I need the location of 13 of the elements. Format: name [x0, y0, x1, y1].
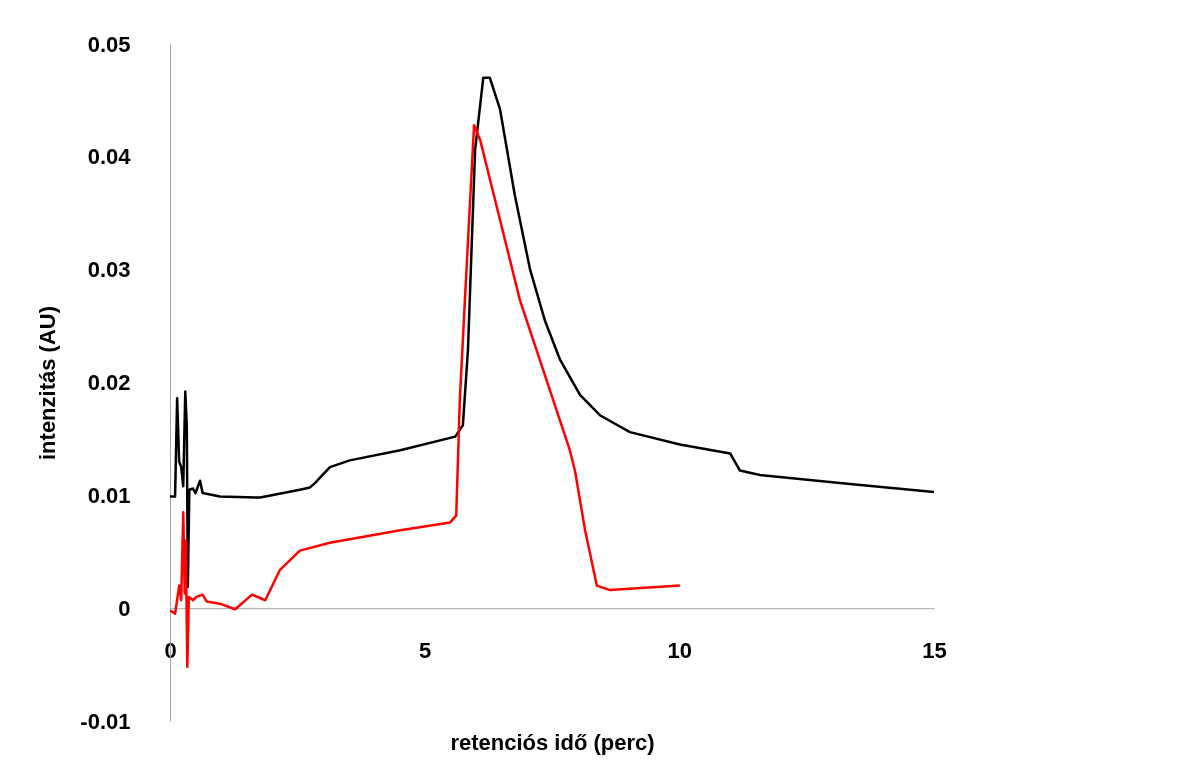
- y-tick-label: 0: [118, 595, 131, 621]
- y-tick-label: -0.01: [80, 708, 131, 734]
- y-axis-title: intenzitás (AU): [35, 306, 61, 460]
- x-tick-label: 15: [922, 637, 947, 663]
- y-tick-label: 0.01: [87, 482, 131, 508]
- x-axis-title: retenciós idő (perc): [450, 729, 655, 755]
- line-series: [170, 76, 934, 588]
- y-tick-label: 0.02: [87, 370, 131, 395]
- x-tick-label: 5: [419, 637, 432, 663]
- y-tick-label: 0.03: [87, 257, 131, 283]
- x-tick-label: 10: [667, 637, 693, 663]
- y-tick-label: 0.04: [87, 144, 132, 170]
- y-tick-label: 0.05: [87, 31, 131, 57]
